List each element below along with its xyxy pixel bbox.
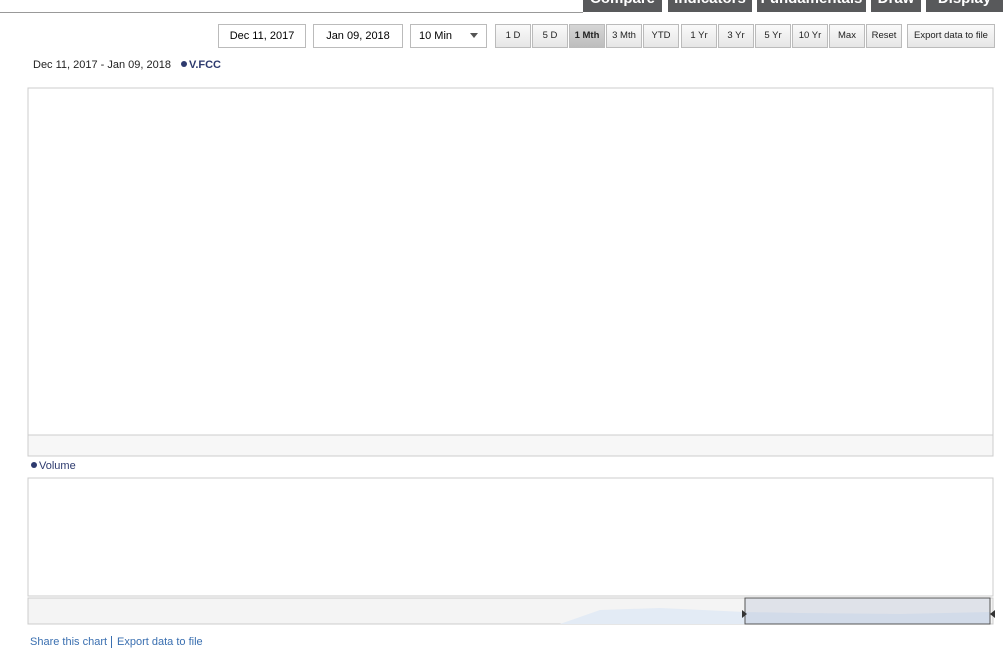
range-button[interactable]: YTD: [643, 24, 679, 48]
tab-label: Compare: [590, 0, 655, 7]
footer-link[interactable]: Share this chart: [30, 636, 108, 648]
range-button[interactable]: 3 Yr: [718, 24, 754, 48]
range-button[interactable]: 3 Mth: [606, 24, 642, 48]
tab-label: Indicators: [674, 0, 746, 7]
navigator-handle[interactable]: [990, 610, 995, 618]
volume-plot: [27, 477, 994, 597]
volume-legend[interactable]: Volume: [31, 460, 76, 472]
legend-label: Volume: [39, 460, 76, 472]
tab[interactable]: Fundamentals: [757, 0, 866, 12]
tab[interactable]: Indicators: [668, 0, 752, 12]
tab-label: Display: [938, 0, 991, 7]
date-range: Dec 11, 2017 - Jan 09, 2018: [33, 59, 172, 71]
tab[interactable]: Display: [926, 0, 1003, 12]
tab-label: Fundamentals: [761, 0, 863, 7]
range-button[interactable]: 1 Yr: [681, 24, 717, 48]
legend-label: V.FCC: [189, 59, 221, 71]
legend-item[interactable]: V.FCC: [181, 59, 221, 71]
reset-button[interactable]: Reset: [866, 24, 902, 48]
range-button[interactable]: Max: [829, 24, 865, 48]
end-date[interactable]: Jan 09, 2018: [313, 24, 403, 48]
interval-select[interactable]: 10 Min OctNovDec2018Dec 11Dec 12Dec 13De…: [410, 24, 487, 48]
top-rule: [0, 12, 583, 13]
navigator-area: [28, 608, 990, 624]
range-button[interactable]: 1 D: [495, 24, 531, 48]
interval-value: 10 Min: [419, 30, 453, 42]
footer-link[interactable]: Export data to file: [111, 636, 203, 648]
range-button[interactable]: 5 Yr: [755, 24, 791, 48]
legend-dot: [181, 61, 187, 67]
range-button[interactable]: 5 D: [532, 24, 568, 48]
range-button[interactable]: 1 Mth: [569, 24, 605, 48]
navigator-selection[interactable]: [744, 597, 991, 625]
start-date[interactable]: Dec 11, 2017: [218, 24, 306, 48]
export-button[interactable]: Export data to file: [907, 24, 995, 48]
x-axis-band: [27, 434, 994, 457]
footer-links: Share this chart Export data to file: [30, 636, 203, 648]
tab[interactable]: Draw: [871, 0, 921, 12]
navigator-handle[interactable]: [742, 610, 747, 618]
navigator[interactable]: [27, 597, 995, 625]
tab-label: Draw: [878, 0, 915, 7]
legend-dot: [31, 462, 37, 468]
price-plot: [27, 87, 994, 436]
range-button[interactable]: 10 Yr: [792, 24, 828, 48]
tab[interactable]: Compare: [583, 0, 662, 12]
dropdown-arrow: OctNovDec2018Dec 11Dec 12Dec 13Dec 14Dec…: [470, 33, 478, 38]
